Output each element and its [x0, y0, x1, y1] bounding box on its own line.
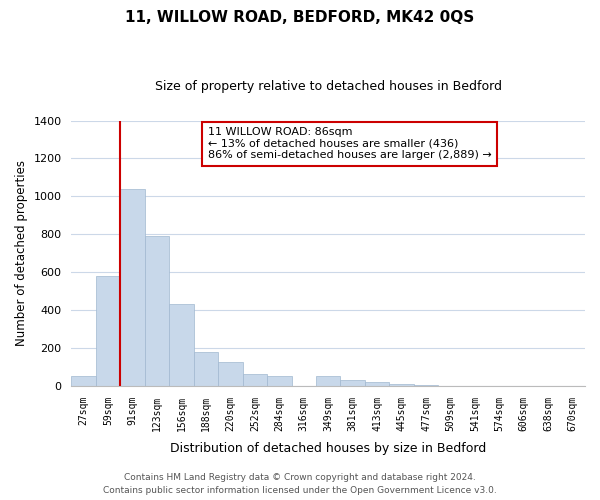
Bar: [242, 374, 267, 386]
Bar: [218, 362, 242, 386]
Title: Size of property relative to detached houses in Bedford: Size of property relative to detached ho…: [155, 80, 502, 93]
Bar: [316, 376, 340, 386]
Text: 11, WILLOW ROAD, BEDFORD, MK42 0QS: 11, WILLOW ROAD, BEDFORD, MK42 0QS: [125, 10, 475, 25]
Text: 11 WILLOW ROAD: 86sqm
← 13% of detached houses are smaller (436)
86% of semi-det: 11 WILLOW ROAD: 86sqm ← 13% of detached …: [208, 127, 491, 160]
Bar: [96, 276, 121, 386]
Bar: [194, 352, 218, 386]
Bar: [340, 380, 365, 386]
Y-axis label: Number of detached properties: Number of detached properties: [15, 160, 28, 346]
Text: Contains HM Land Registry data © Crown copyright and database right 2024.
Contai: Contains HM Land Registry data © Crown c…: [103, 474, 497, 495]
X-axis label: Distribution of detached houses by size in Bedford: Distribution of detached houses by size …: [170, 442, 487, 455]
Bar: [121, 189, 145, 386]
Bar: [267, 376, 292, 386]
Bar: [365, 382, 389, 386]
Bar: [71, 376, 96, 386]
Bar: [389, 384, 414, 386]
Bar: [169, 304, 194, 386]
Bar: [145, 236, 169, 386]
Bar: [414, 385, 438, 386]
